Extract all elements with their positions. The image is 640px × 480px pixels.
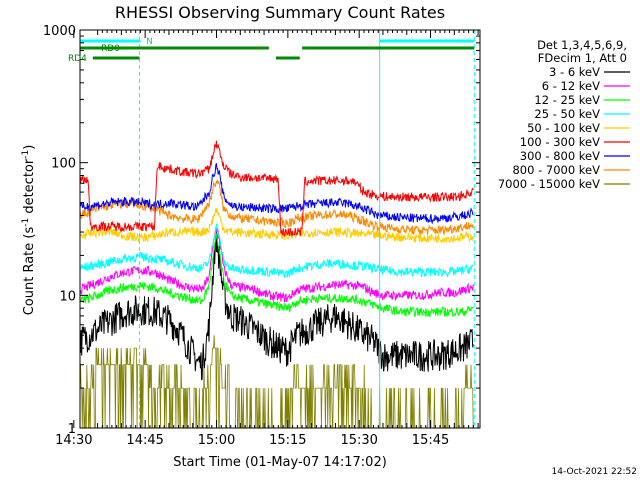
series-line-7 (80, 179, 474, 236)
y-tick-label: 1 (68, 422, 76, 437)
y-tick-label: 1000 (43, 24, 76, 39)
legend-entry-label: 7000 - 15000 keV (498, 177, 600, 191)
series-line-2 (80, 232, 474, 318)
legend-entry-label: 3 - 6 keV (549, 65, 600, 79)
series-line-4 (80, 207, 474, 244)
legend-entry-label: 100 - 300 keV (520, 135, 600, 149)
rd4-label: RD4 (68, 54, 87, 64)
series-line-1 (80, 226, 474, 304)
series-line-3 (80, 223, 474, 279)
series-line-5 (80, 140, 474, 237)
y-axis-label: Count Rate (s-1 detector-1) (21, 145, 37, 316)
legend-entry-label: 25 - 50 keV (534, 107, 600, 121)
legend-entry-label: 300 - 800 keV (520, 149, 600, 163)
x-tick-label: 15:30 (340, 433, 377, 448)
x-axis-label: Start Time (01-May-07 14:17:02) (173, 455, 387, 470)
y-tick-label: 10 (59, 289, 76, 304)
plot-frame (79, 29, 481, 429)
x-tick-label: 14:45 (126, 433, 163, 448)
x-tick-label: 15:45 (412, 433, 449, 448)
night-label: N (146, 37, 153, 47)
plot-area (80, 30, 475, 428)
x-tick-label: 14:30 (55, 433, 92, 448)
footer-timestamp: 14-Oct-2021 22:52 (552, 467, 637, 477)
legend-header-line-2: FDecim 1, Att 0 (538, 51, 627, 65)
series-line-0 (80, 226, 474, 381)
chart-title: RHESSI Observing Summary Count Rates (115, 3, 445, 22)
axes: 1 10 100 1000 14:30 14:45 15:00 15:15 15:30 15:45 (43, 24, 480, 448)
rd0-label: RD0 (101, 44, 120, 54)
series-line-8 (80, 335, 474, 428)
legend-entry-label: 800 - 7000 keV (512, 163, 600, 177)
legend: Det 1,3,4,5,6,9,FDecim 1, Att 03 - 6 keV… (498, 38, 630, 191)
series-line-6 (80, 163, 474, 225)
legend-entry-label: 50 - 100 keV (527, 121, 600, 135)
x-tick-label: 15:15 (269, 433, 306, 448)
x-tick-label: 15:00 (198, 433, 235, 448)
legend-entry-label: 6 - 12 keV (542, 79, 600, 93)
legend-entry-label: 12 - 25 keV (534, 93, 600, 107)
y-tick-label: 100 (51, 157, 76, 172)
legend-header-line-1: Det 1,3,4,5,6,9, (537, 38, 627, 52)
